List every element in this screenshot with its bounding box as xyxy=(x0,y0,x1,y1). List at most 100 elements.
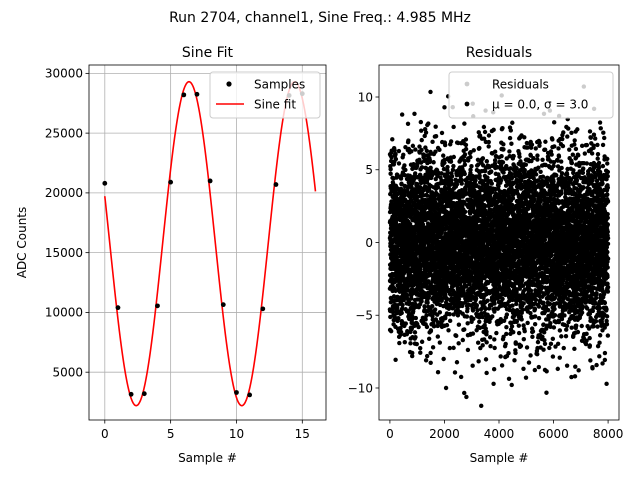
residual-point xyxy=(445,170,450,176)
residual-point xyxy=(432,307,438,312)
sine-fit-ytick-label: 15000 xyxy=(45,246,83,260)
residual-point xyxy=(491,127,496,133)
sine-fit-xlabel: Sample # xyxy=(178,451,237,465)
residual-point xyxy=(394,254,400,260)
residual-point xyxy=(416,324,421,330)
sample-point xyxy=(260,306,266,312)
residual-point xyxy=(440,318,445,323)
residual-point xyxy=(419,137,424,143)
residual-point xyxy=(522,135,527,140)
sample-point xyxy=(247,392,253,398)
residual-point xyxy=(462,152,468,157)
residual-point xyxy=(411,161,416,167)
residual-point xyxy=(456,296,462,302)
sample-point xyxy=(168,179,174,185)
residual-point xyxy=(418,345,423,351)
residual-point xyxy=(400,302,405,308)
residual-point xyxy=(513,341,518,346)
residual-point xyxy=(388,328,394,334)
residual-point xyxy=(428,328,434,333)
residual-point xyxy=(409,353,415,359)
residual-point xyxy=(415,161,420,166)
sample-point xyxy=(155,303,160,309)
sample-point xyxy=(141,391,147,397)
residual-point xyxy=(465,321,470,326)
sample-point xyxy=(128,391,134,397)
residual-point xyxy=(403,321,408,326)
residual-point xyxy=(484,159,490,164)
residual-point xyxy=(412,330,418,335)
residual-point xyxy=(511,153,516,159)
residual-point xyxy=(518,343,524,349)
residual-point xyxy=(501,147,506,152)
residual-point xyxy=(491,367,497,372)
residual-point xyxy=(501,142,506,147)
residual-point xyxy=(424,148,430,154)
residual-point xyxy=(506,350,511,356)
residual-point xyxy=(402,172,407,178)
figure-suptitle: Run 2704, channel1, Sine Freq.: 4.985 MH… xyxy=(169,10,471,26)
residual-point xyxy=(423,317,428,322)
residual-point xyxy=(447,345,453,351)
sample-point xyxy=(273,182,279,187)
residual-point xyxy=(492,158,498,163)
residual-point xyxy=(430,345,436,350)
legend-sine-fit-label: Sine fit xyxy=(254,98,296,112)
residual-point xyxy=(500,296,505,302)
residual-point xyxy=(507,135,513,141)
residual-point xyxy=(462,162,468,167)
residual-point xyxy=(399,112,405,117)
residual-point xyxy=(516,330,522,336)
residual-point xyxy=(484,370,489,376)
residual-point xyxy=(396,148,402,154)
sine-fit-ytick-label: 5000 xyxy=(52,365,83,379)
residual-point xyxy=(521,366,526,372)
residual-point xyxy=(477,173,482,179)
residual-point xyxy=(425,221,431,226)
sample-point xyxy=(181,92,187,98)
residual-point xyxy=(423,145,428,150)
residual-point xyxy=(439,130,445,136)
residual-point xyxy=(465,306,470,311)
residual-point xyxy=(444,322,450,328)
residual-point xyxy=(479,403,484,409)
residual-point xyxy=(435,323,440,329)
residual-point xyxy=(418,350,423,355)
sine-fit-xtick-label: 15 xyxy=(295,427,310,441)
sine-fit-xtick-label: 10 xyxy=(229,427,244,441)
residual-point xyxy=(477,145,482,151)
residual-point xyxy=(418,119,424,125)
residual-point xyxy=(424,324,430,330)
residual-point xyxy=(435,370,441,375)
residual-point xyxy=(435,185,441,190)
residual-point xyxy=(437,310,443,315)
sine-fit-axes-frame xyxy=(88,64,327,421)
residuals-title: Residuals xyxy=(466,45,532,61)
residual-point xyxy=(395,172,400,178)
residual-point xyxy=(428,360,433,365)
sine-fit-panel: Sine Fit 0 5 10 155000100001500020000250003… xyxy=(15,45,327,465)
residual-point xyxy=(462,327,467,332)
residual-point xyxy=(414,341,419,347)
residual-point xyxy=(456,341,461,346)
residual-point xyxy=(492,149,498,154)
residual-point xyxy=(426,294,432,299)
residual-point xyxy=(519,317,524,322)
sine-fit-ytick-label: 20000 xyxy=(45,186,83,200)
residual-point xyxy=(511,330,516,335)
residual-point xyxy=(513,350,518,356)
residual-point xyxy=(510,202,515,208)
residual-point xyxy=(402,163,407,168)
residual-point xyxy=(463,142,469,148)
residual-point xyxy=(500,125,505,131)
residual-point xyxy=(413,335,418,340)
residual-point xyxy=(409,296,414,301)
residual-point xyxy=(422,133,427,139)
residual-point xyxy=(485,298,490,303)
residual-point xyxy=(471,148,476,153)
residual-point xyxy=(419,165,425,170)
residual-point xyxy=(390,309,396,315)
residual-point xyxy=(494,330,499,336)
residual-point xyxy=(451,124,456,130)
